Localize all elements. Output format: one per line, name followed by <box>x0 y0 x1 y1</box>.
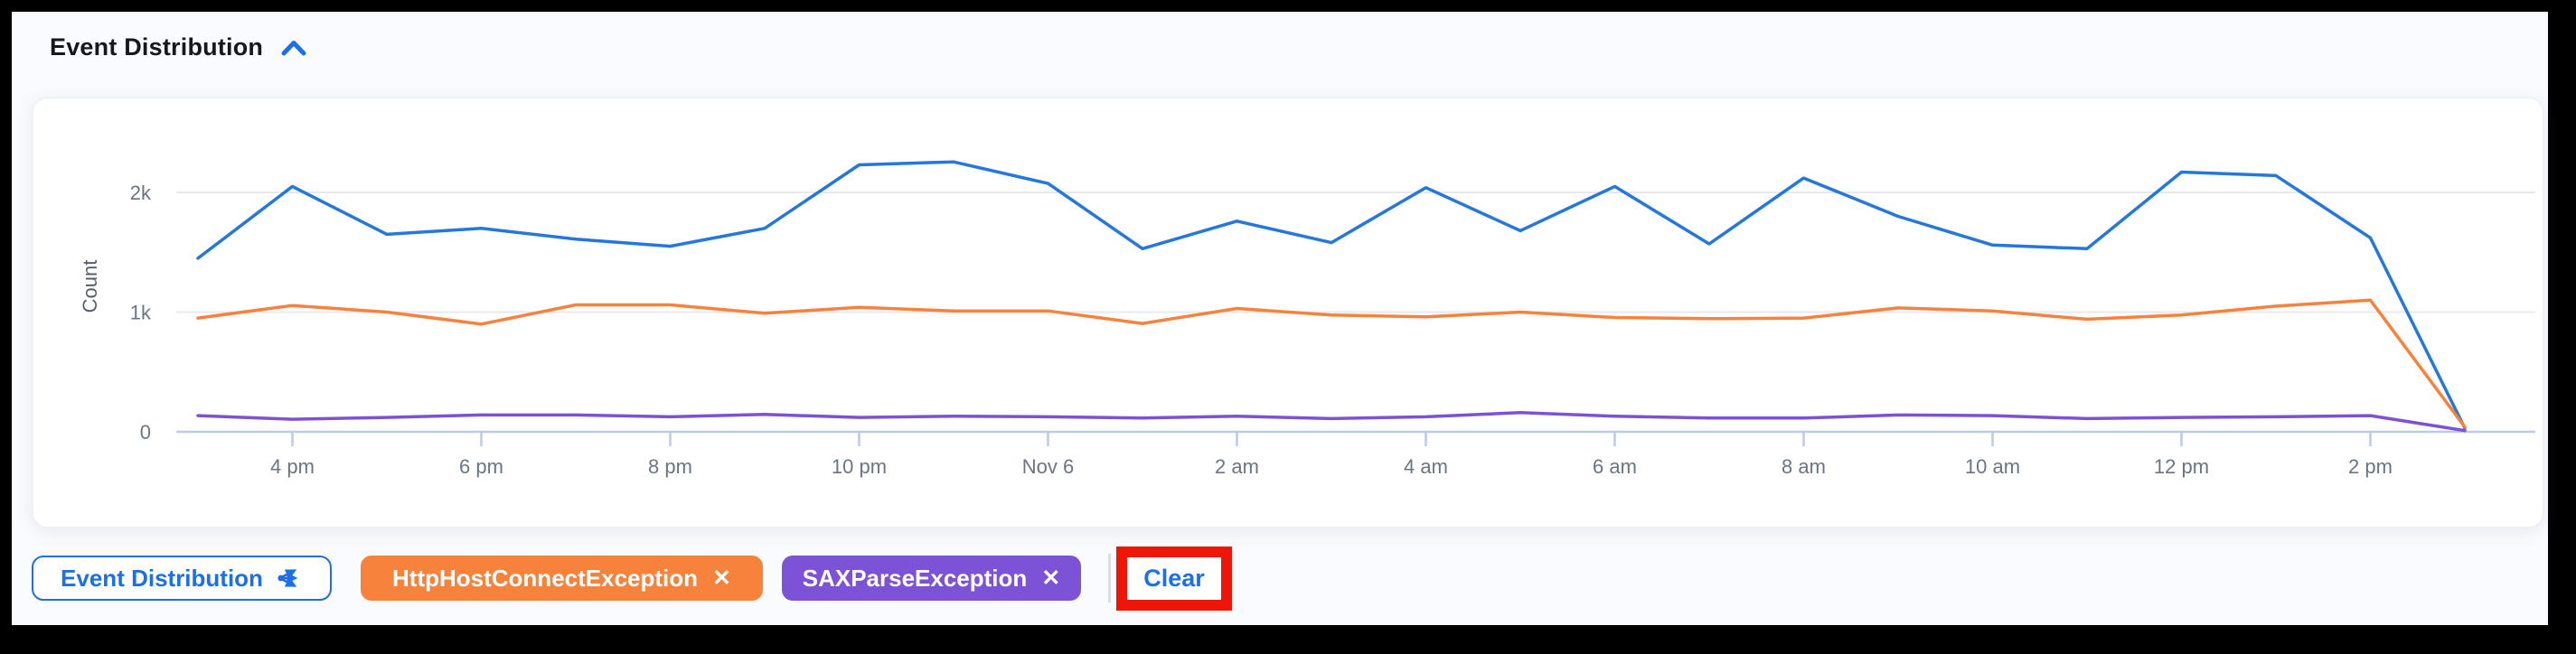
collapse-chevron-up-icon[interactable] <box>279 38 308 58</box>
x-tick-label: 4 pm <box>270 455 315 478</box>
x-tick-label: 8 am <box>1782 455 1826 478</box>
y-tick-label: 1k <box>130 302 152 324</box>
event-distribution-chart: 0 1k 2k 4 pm 6 pm 8 pm 10 pm Nov 6 2 am 4 am 6 am 8… <box>79 160 2535 478</box>
remove-filter-icon[interactable]: ✕ <box>712 565 731 591</box>
x-tick-label: 6 pm <box>459 455 503 478</box>
event-distribution-chart-button-label: Event Distribution <box>61 564 263 592</box>
event-distribution-chart-button[interactable]: Event Distribution <box>32 556 332 601</box>
filter-chip-httphostconnectexception[interactable]: HttpHostConnectException ✕ <box>361 556 763 601</box>
x-tick-label: 6 am <box>1593 455 1637 478</box>
x-tick-label: 2 am <box>1215 455 1259 478</box>
clear-button[interactable]: Clear <box>1143 565 1205 592</box>
x-tick-label: 2 pm <box>2348 455 2393 478</box>
x-tick-label: 8 pm <box>648 455 692 478</box>
y-tick-label: 2k <box>130 182 152 204</box>
x-tick-label: 4 am <box>1404 455 1448 478</box>
panel-header: Event Distribution <box>50 33 308 61</box>
series-line-2[interactable] <box>196 411 2467 433</box>
series-line-0[interactable] <box>196 160 2467 430</box>
panel-title: Event Distribution <box>50 33 264 61</box>
remove-filter-icon[interactable]: ✕ <box>1041 565 1061 591</box>
share-icon <box>276 565 303 592</box>
page: Event Distribution 0 1k 2k 4 pm 6 pm 8 pm 10 p… <box>12 12 2548 625</box>
x-tick-label: 10 am <box>1965 455 2020 478</box>
annotation-highlight-box: Clear <box>1116 547 1232 611</box>
series-line-1[interactable] <box>196 298 2467 429</box>
x-tick-label: 10 pm <box>832 455 887 478</box>
y-tick-label: 0 <box>140 421 151 444</box>
x-tick-label: Nov 6 <box>1022 455 1074 478</box>
y-axis-title: Count <box>79 260 101 313</box>
x-tick-label: 12 pm <box>2154 455 2209 478</box>
filter-chip-label: HttpHostConnectException <box>392 564 699 592</box>
chart-card: 0 1k 2k 4 pm 6 pm 8 pm 10 pm Nov 6 2 am 4 am 6 am 8… <box>33 98 2543 528</box>
filter-chip-saxparseexception[interactable]: SAXParseException ✕ <box>782 556 1081 601</box>
divider <box>1108 554 1111 603</box>
filter-chip-label: SAXParseException <box>802 564 1028 592</box>
